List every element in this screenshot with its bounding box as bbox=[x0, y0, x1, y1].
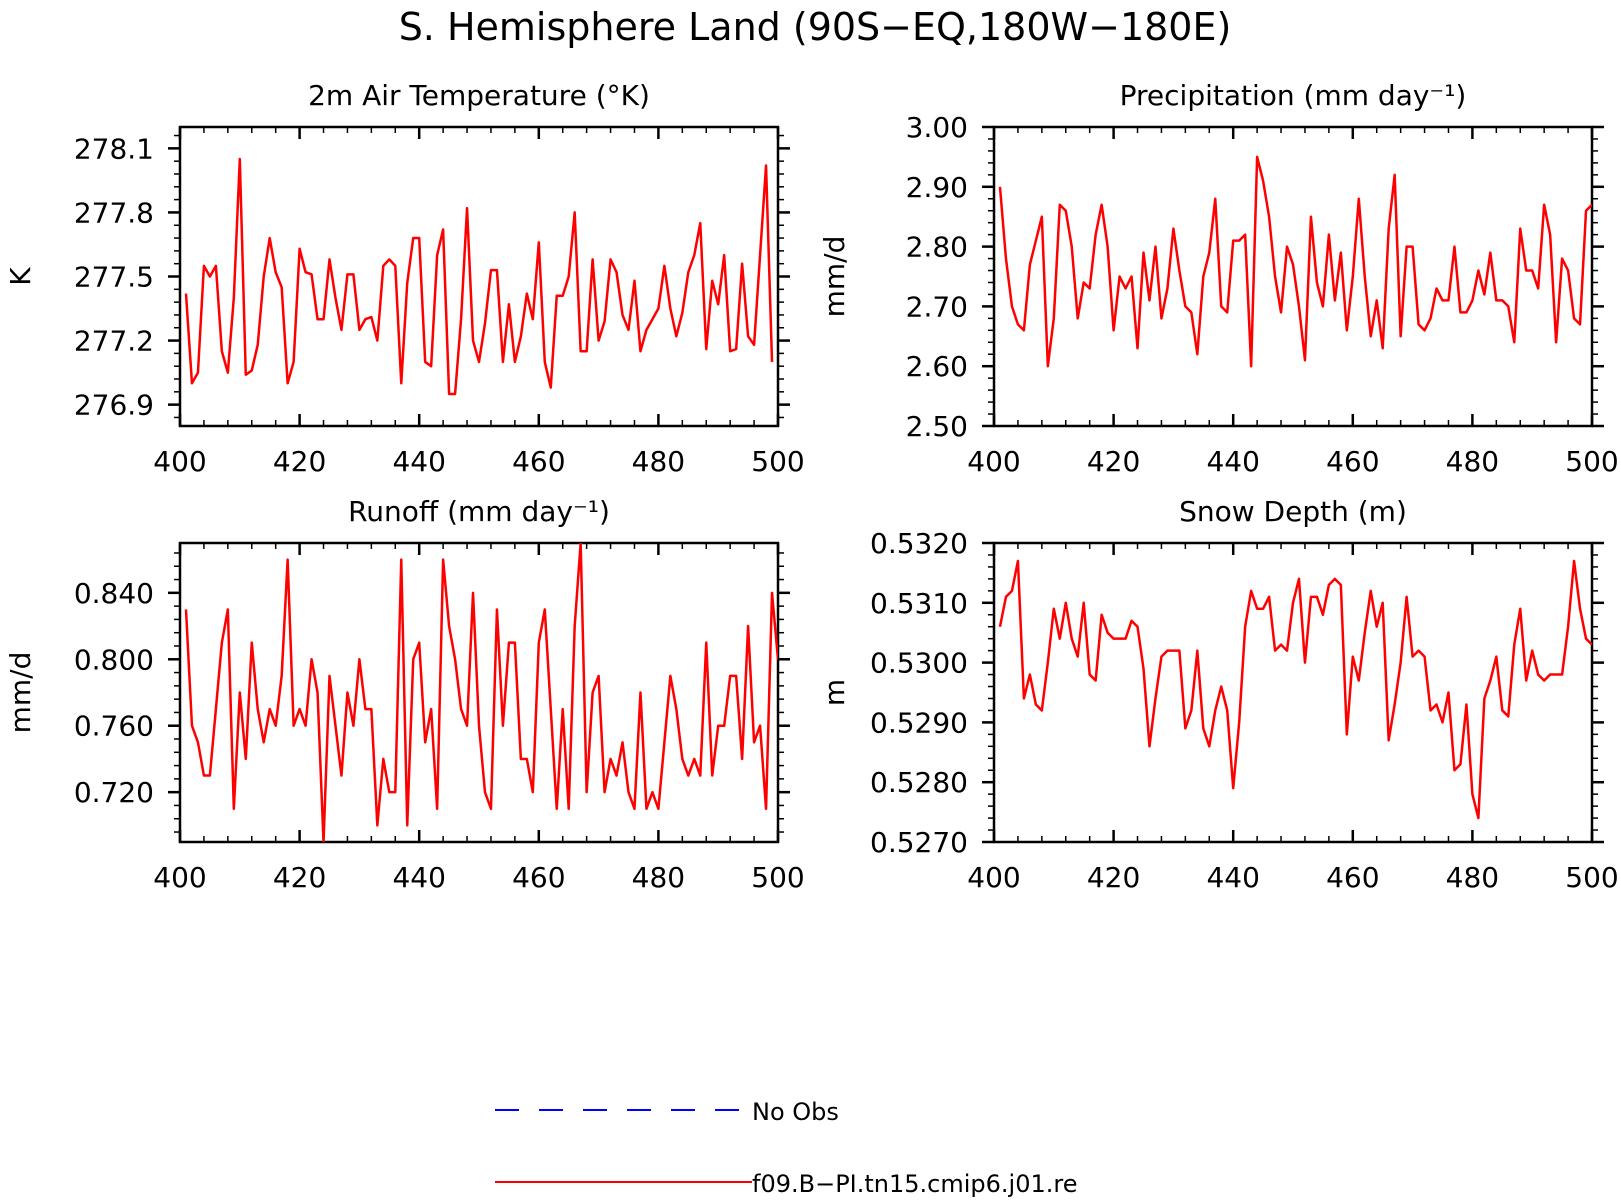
y-tick-label: 0.5280 bbox=[870, 766, 968, 799]
legend-label-model: f09.B−PI.tn15.cmip6.j01.re bbox=[752, 1170, 1077, 1198]
panel-title-precipitation: Precipitation (mm day⁻¹) bbox=[1120, 79, 1467, 112]
legend: No Obs f09.B−PI.tn15.cmip6.j01.re bbox=[495, 1098, 1077, 1198]
x-tick-label: 400 bbox=[967, 445, 1020, 478]
y-tick-label: 277.2 bbox=[74, 325, 154, 358]
y-tick-label: 0.5300 bbox=[870, 647, 968, 680]
y-tick-label: 277.8 bbox=[74, 196, 154, 229]
y-tick-label: 2.70 bbox=[906, 290, 968, 323]
x-tick-label: 460 bbox=[512, 861, 565, 894]
y-axis-label-runoff: mm/d bbox=[4, 652, 37, 734]
x-tick-label: 440 bbox=[1206, 445, 1259, 478]
panel-precipitation: Precipitation (mm day⁻¹) 400 420 440 460 480 5… bbox=[818, 79, 1619, 478]
y-tick-label: 2.60 bbox=[906, 350, 968, 383]
panel-snow-depth: Snow Depth (m) 400 420 440 460 480 500 0.5270 0.… bbox=[818, 495, 1619, 894]
y-tick-label: 0.5290 bbox=[870, 706, 968, 739]
x-tick-label: 480 bbox=[632, 861, 685, 894]
x-tick-label: 420 bbox=[273, 861, 326, 894]
x-tick-label: 500 bbox=[1565, 861, 1618, 894]
x-tick-label: 400 bbox=[967, 861, 1020, 894]
x-tick-label: 400 bbox=[153, 861, 206, 894]
series-line-runoff bbox=[184, 543, 778, 842]
y-tick-label: 0.720 bbox=[74, 776, 154, 809]
y-tick-label: 278.1 bbox=[74, 132, 154, 165]
y-tick-label: 3.00 bbox=[906, 111, 968, 144]
x-tick-label: 500 bbox=[1565, 445, 1618, 478]
y-tick-label: 0.840 bbox=[74, 577, 154, 610]
x-tick-label: 420 bbox=[273, 445, 326, 478]
x-tick-label: 460 bbox=[1326, 861, 1379, 894]
x-tick-label: 440 bbox=[392, 445, 445, 478]
y-tick-label: 0.800 bbox=[74, 643, 154, 676]
y-tick-label: 0.5310 bbox=[870, 587, 968, 620]
y-tick-label: 0.5270 bbox=[870, 826, 968, 859]
series-line-air-temperature bbox=[184, 157, 774, 396]
y-tick-label: 2.80 bbox=[906, 231, 968, 264]
x-tick-label: 440 bbox=[1206, 861, 1259, 894]
x-tick-label: 480 bbox=[632, 445, 685, 478]
y-tick-label: 2.50 bbox=[906, 410, 968, 443]
x-tick-label: 420 bbox=[1087, 861, 1140, 894]
series-line-precipitation bbox=[998, 155, 1592, 368]
y-tick-label: 276.9 bbox=[74, 389, 154, 422]
panel-air-temperature: 2m Air Temperature (°K) 400 420 440 460 480 50… bbox=[4, 79, 805, 478]
panel-runoff: Runoff (mm day⁻¹) 400 420 440 460 480 500 0.720… bbox=[4, 495, 805, 894]
plot-frame-precipitation bbox=[992, 125, 1594, 428]
x-tick-label: 440 bbox=[392, 861, 445, 894]
panel-title-snow-depth: Snow Depth (m) bbox=[1179, 495, 1407, 528]
y-tick-label: 0.760 bbox=[74, 710, 154, 743]
x-tick-label: 420 bbox=[1087, 445, 1140, 478]
x-tick-label: 500 bbox=[751, 445, 804, 478]
y-axis-label-precipitation: mm/d bbox=[818, 236, 851, 318]
x-tick-label: 480 bbox=[1446, 445, 1499, 478]
plot-frame-runoff bbox=[178, 541, 780, 844]
x-tick-label: 400 bbox=[153, 445, 206, 478]
x-tick-label: 460 bbox=[512, 445, 565, 478]
x-tick-label: 460 bbox=[1326, 445, 1379, 478]
figure-title: S. Hemisphere Land (90S−EQ,180W−180E) bbox=[399, 5, 1232, 49]
legend-label-no-obs: No Obs bbox=[752, 1098, 839, 1126]
series-line-snow-depth bbox=[998, 559, 1592, 820]
x-tick-label: 500 bbox=[751, 861, 804, 894]
plot-frame-snow-depth bbox=[992, 541, 1594, 844]
y-tick-label: 2.90 bbox=[906, 171, 968, 204]
x-tick-label: 480 bbox=[1446, 861, 1499, 894]
y-axis-label-air-temperature: K bbox=[4, 267, 37, 286]
panel-title-runoff: Runoff (mm day⁻¹) bbox=[348, 495, 610, 528]
y-tick-label: 277.5 bbox=[74, 261, 154, 294]
panels-group: 2m Air Temperature (°K) 400 420 440 460 480 50… bbox=[4, 79, 1619, 894]
panel-title-air-temperature: 2m Air Temperature (°K) bbox=[308, 79, 650, 112]
y-axis-label-snow-depth: m bbox=[818, 679, 851, 706]
y-tick-label: 0.5320 bbox=[870, 527, 968, 560]
